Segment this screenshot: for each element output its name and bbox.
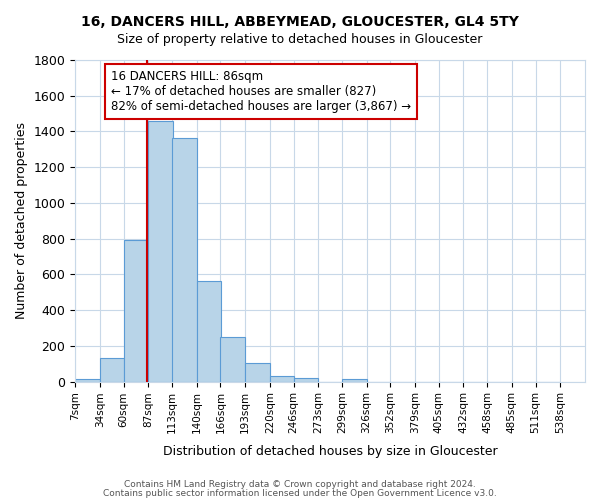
Bar [148, 120, 173, 382]
Text: Size of property relative to detached houses in Gloucester: Size of property relative to detached ho… [118, 32, 482, 46]
Bar [197, 280, 221, 382]
Bar [245, 363, 270, 382]
Bar [220, 337, 245, 382]
Bar [75, 379, 100, 382]
Text: 16 DANCERS HILL: 86sqm
← 17% of detached houses are smaller (827)
82% of semi-de: 16 DANCERS HILL: 86sqm ← 17% of detached… [111, 70, 411, 112]
Bar [172, 138, 197, 382]
Text: Contains HM Land Registry data © Crown copyright and database right 2024.: Contains HM Land Registry data © Crown c… [124, 480, 476, 489]
Bar [100, 358, 124, 382]
Text: 16, DANCERS HILL, ABBEYMEAD, GLOUCESTER, GL4 5TY: 16, DANCERS HILL, ABBEYMEAD, GLOUCESTER,… [81, 15, 519, 29]
Bar [270, 376, 295, 382]
Bar [342, 379, 367, 382]
Bar [124, 240, 148, 382]
Y-axis label: Number of detached properties: Number of detached properties [15, 122, 28, 320]
X-axis label: Distribution of detached houses by size in Gloucester: Distribution of detached houses by size … [163, 444, 497, 458]
Text: Contains public sector information licensed under the Open Government Licence v3: Contains public sector information licen… [103, 488, 497, 498]
Bar [293, 378, 318, 382]
